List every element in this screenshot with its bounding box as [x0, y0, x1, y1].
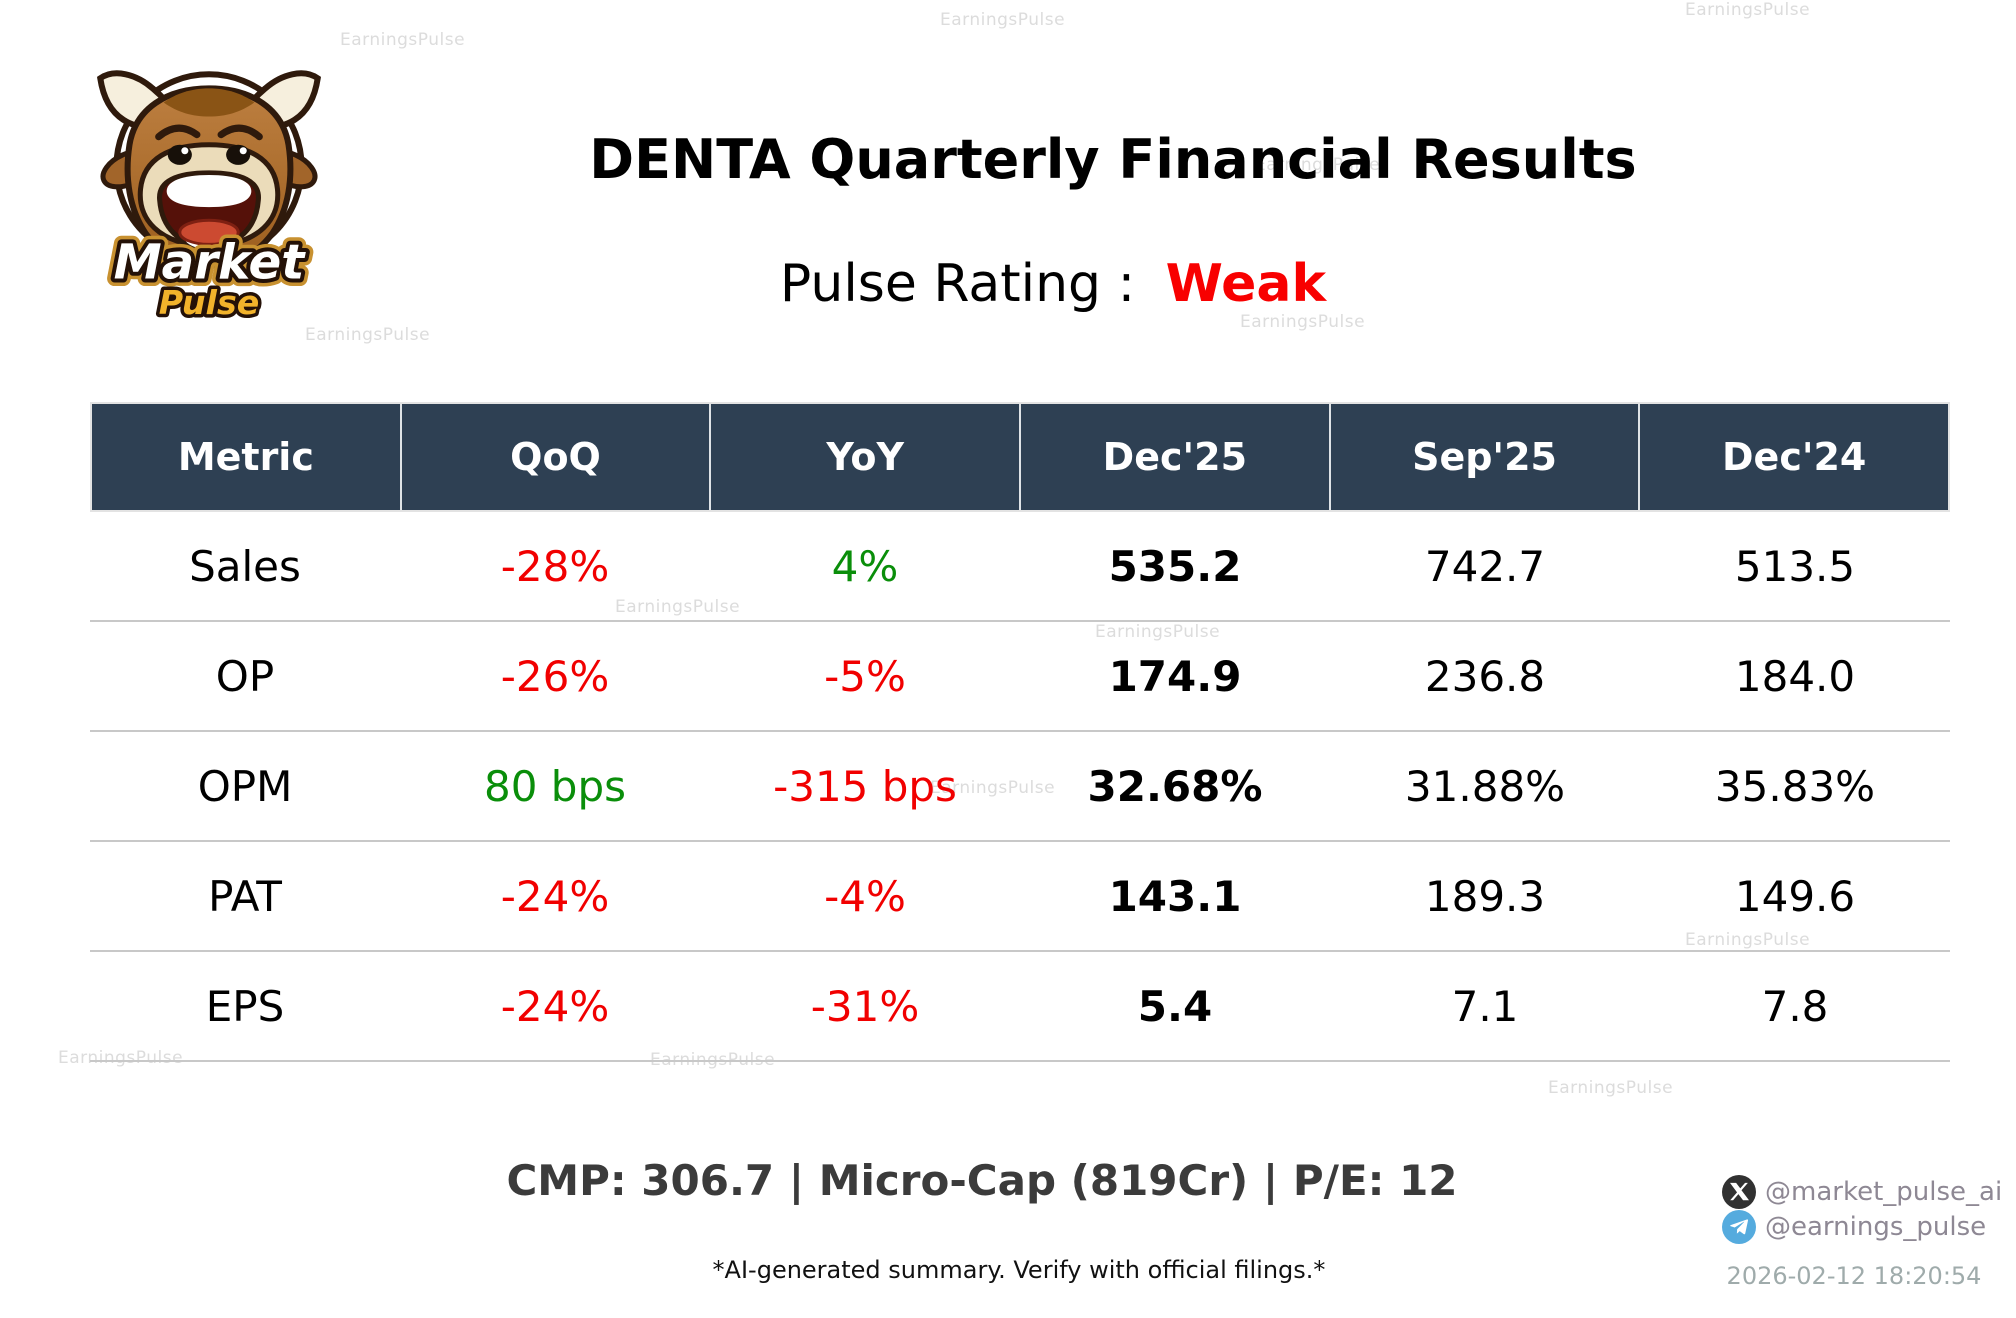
watermark-text: EarningsPulse — [1548, 1078, 1674, 1098]
latest-quarter-cell: 174.9 — [1108, 651, 1242, 701]
prev-quarter-cell: 31.88% — [1404, 761, 1566, 811]
table-row: EPS -24% -31% 5.4 7.1 7.8 — [90, 952, 1950, 1062]
yoy-quarter-cell: 184.0 — [1734, 651, 1856, 701]
column-header-dec24: Dec'24 — [1722, 435, 1867, 479]
qoq-cell: -24% — [500, 981, 610, 1031]
prev-quarter-cell: 7.1 — [1451, 981, 1519, 1031]
prev-quarter-cell: 189.3 — [1424, 871, 1546, 921]
table-header-row: Metric QoQ YoY Dec'25 Sep'25 Dec'24 — [90, 402, 1950, 512]
social-links: @market_pulse_ai @earnings_pulse — [1722, 1174, 2002, 1244]
qoq-cell: -26% — [500, 651, 610, 701]
market-pulse-logo: Market Market Pulse — [58, 38, 360, 330]
logo-market-text: Market — [114, 235, 307, 291]
telegram-icon — [1722, 1209, 1756, 1244]
x-handle-row: @market_pulse_ai — [1722, 1174, 2002, 1209]
metric-cell: OP — [215, 651, 275, 701]
column-header-yoy: YoY — [711, 404, 1022, 510]
metric-cell: Sales — [189, 541, 301, 591]
logo-market-glow: Market — [114, 235, 307, 291]
metric-cell: EPS — [205, 981, 285, 1031]
watermark-text: EarningsPulse — [1685, 930, 1811, 950]
qoq-cell: 80 bps — [484, 761, 626, 811]
financials-table: Metric QoQ YoY Dec'25 Sep'25 Dec'24 Sale… — [90, 402, 1950, 1062]
table-row: PAT -24% -4% 143.1 189.3 149.6 — [90, 842, 1950, 952]
watermark-text: EarningsPulse — [1685, 0, 1811, 20]
watermark-text: EarningsPulse — [930, 778, 1056, 798]
table-row: OP -26% -5% 174.9 236.8 184.0 — [90, 622, 1950, 732]
latest-quarter-cell: 143.1 — [1108, 871, 1242, 921]
yoy-cell: -315 bps — [773, 761, 957, 811]
watermark-text: EarningsPulse — [1240, 312, 1366, 332]
watermark-text: EarningsPulse — [58, 1048, 184, 1068]
bull-mascot-icon: Market Market Pulse — [97, 70, 321, 325]
qoq-cell: -24% — [500, 871, 610, 921]
yoy-cell: -31% — [810, 981, 920, 1031]
yoy-quarter-cell: 7.8 — [1761, 981, 1829, 1031]
x-twitter-icon — [1722, 1174, 1756, 1209]
pulse-rating-label: Pulse Rating : — [779, 254, 1136, 314]
valuation-summary: CMP: 306.7 | Micro-Cap (819Cr) | P/E: 12 — [506, 1156, 1458, 1205]
yoy-cell: -4% — [824, 871, 906, 921]
logo-pulse-text: Pulse — [159, 283, 260, 322]
table-row: Sales -28% 4% 535.2 742.7 513.5 — [90, 512, 1950, 622]
watermark-text: EarningsPulse — [305, 325, 431, 345]
qoq-cell: -28% — [500, 541, 610, 591]
yoy-quarter-cell: 149.6 — [1734, 871, 1856, 921]
yoy-cell: 4% — [831, 541, 899, 591]
page-title: DENTA Quarterly Financial Results — [589, 128, 1637, 191]
metric-cell: OPM — [197, 761, 293, 811]
watermark-text: EarningsPulse — [615, 597, 741, 617]
yoy-cell: -5% — [824, 651, 906, 701]
telegram-handle[interactable]: @earnings_pulse — [1765, 1211, 1987, 1242]
latest-quarter-cell: 535.2 — [1108, 541, 1242, 591]
metric-cell: PAT — [208, 871, 282, 921]
column-header-metric: Metric — [92, 404, 402, 510]
watermark-text: EarningsPulse — [1255, 155, 1381, 175]
prev-quarter-cell: 236.8 — [1424, 651, 1546, 701]
x-handle[interactable]: @market_pulse_ai — [1765, 1176, 2003, 1207]
watermark-text: EarningsPulse — [940, 10, 1066, 30]
yoy-quarter-cell: 35.83% — [1714, 761, 1876, 811]
watermark-text: EarningsPulse — [1095, 622, 1221, 642]
ai-disclaimer: *AI-generated summary. Verify with offic… — [712, 1256, 1326, 1284]
telegram-handle-row: @earnings_pulse — [1722, 1209, 2002, 1244]
latest-quarter-cell: 32.68% — [1087, 761, 1263, 811]
generation-timestamp: 2026-02-12 18:20:54 — [1726, 1262, 1982, 1290]
column-header-qoq: QoQ — [402, 404, 712, 510]
prev-quarter-cell: 742.7 — [1424, 541, 1546, 591]
latest-quarter-cell: 5.4 — [1137, 981, 1213, 1031]
pulse-rating-value: Weak — [1165, 254, 1327, 314]
column-header-sep25: Sep'25 — [1331, 404, 1641, 510]
watermark-text: EarningsPulse — [340, 30, 466, 50]
column-header-dec25: Dec'25 — [1021, 404, 1331, 510]
pulse-rating-line: Pulse Rating : Weak — [90, 254, 2016, 314]
table-row: OPM 80 bps -315 bps 32.68% 31.88% 35.83% — [90, 732, 1950, 842]
yoy-quarter-cell: 513.5 — [1734, 541, 1856, 591]
